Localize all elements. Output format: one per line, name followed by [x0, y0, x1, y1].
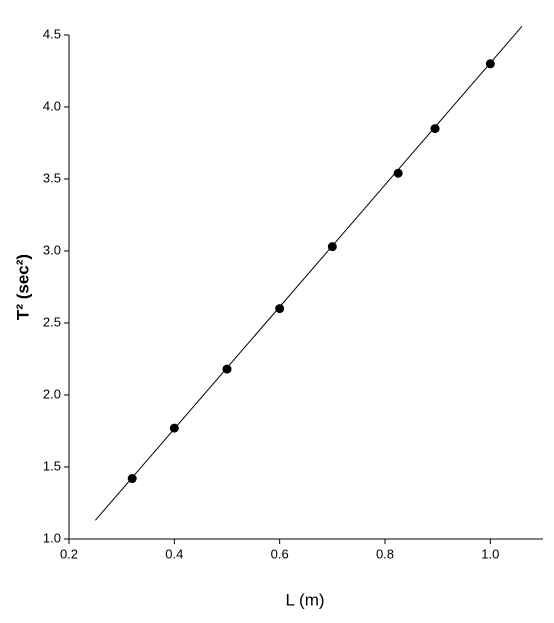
data-point — [222, 364, 232, 374]
y-axis-title: T² (sec²) — [13, 254, 32, 320]
data-point — [127, 474, 137, 484]
y-tick-label: 3.0 — [43, 242, 61, 257]
data-point — [430, 124, 440, 134]
x-tick-label: 1.0 — [481, 546, 499, 561]
data-point — [393, 168, 403, 178]
x-tick-label: 0.4 — [165, 546, 183, 561]
y-tick-label: 1.5 — [43, 458, 61, 473]
x-tick-label: 0.2 — [60, 546, 78, 561]
x-tick-label: 0.8 — [376, 546, 394, 561]
data-point — [169, 423, 179, 433]
y-tick-label: 3.5 — [43, 170, 61, 185]
y-tick-label: 1.0 — [43, 530, 61, 545]
x-axis-title: L (m) — [285, 590, 324, 609]
y-tick-label: 2.5 — [43, 314, 61, 329]
fit-line — [94, 26, 523, 521]
x-tick-label: 0.6 — [271, 546, 289, 561]
data-point — [275, 304, 285, 314]
y-tick-label: 4.0 — [43, 98, 61, 113]
data-point — [485, 59, 495, 69]
y-tick-label: 2.0 — [43, 386, 61, 401]
data-point — [327, 242, 337, 252]
y-tick-label: 4.5 — [43, 26, 61, 41]
